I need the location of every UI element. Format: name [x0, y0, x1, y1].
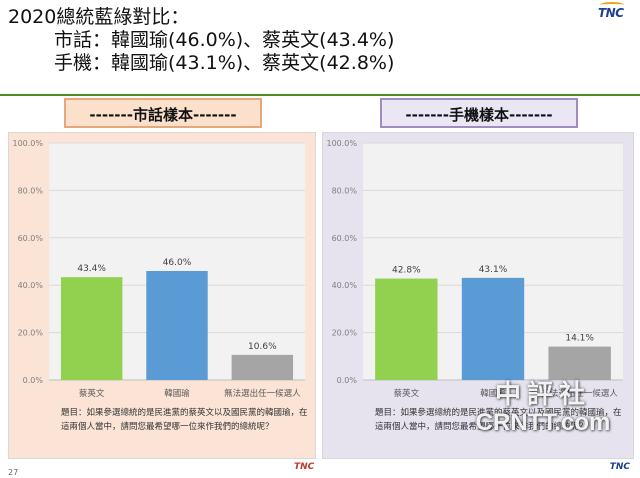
- header-divider: [0, 94, 640, 96]
- x-tick-label: 無法選出任一候選人: [224, 388, 301, 399]
- landline-sample-badge: -------市話樣本-------: [64, 98, 262, 128]
- bar: [461, 277, 525, 380]
- page-number: 27: [8, 468, 19, 477]
- bar: [231, 354, 294, 380]
- y-tick-label: 100.0%: [12, 139, 43, 148]
- bar: [375, 278, 438, 380]
- data-label: 46.0%: [163, 258, 192, 268]
- data-label: 43.1%: [479, 265, 508, 275]
- y-tick-label: 80.0%: [332, 186, 358, 195]
- watermark: 中評社 CRNTT.com: [475, 380, 611, 436]
- logo-swoosh-icon: [600, 2, 624, 8]
- mobile-summary: 手機：韓國瑜(43.1%)、蔡英文(42.8%): [54, 52, 395, 74]
- x-tick-label: 韓國瑜: [164, 388, 190, 399]
- data-label: 42.8%: [392, 266, 421, 276]
- mobile-bar-chart: 0.0% 20.0% 40.0% 60.0% 80.0% 100.0% 42.8% 蔡英文 43…: [326, 139, 623, 399]
- landline-bar-chart: 0.0% 20.0% 40.0% 60.0% 80.0% 100.0% 43.4% 蔡英文 46…: [12, 139, 305, 399]
- question-note-left: 題目：如果參選總統的是民進黨的蔡英文以及國民黨的韓國瑜，在這兩個人當中，請問您最…: [61, 408, 308, 432]
- header: 2020總統藍綠對比： 市話：韓國瑜(46.0%)、蔡英文(43.4%) 手機：…: [8, 6, 394, 75]
- y-tick-label: 60.0%: [332, 234, 358, 243]
- y-tick-label: 0.0%: [337, 376, 358, 385]
- x-tick-label: 韓國瑜: [480, 388, 506, 399]
- bar: [146, 270, 208, 380]
- brand-logo: TNC: [596, 2, 626, 20]
- x-tick-label: 蔡英文: [79, 388, 105, 399]
- question-note-right: 題目：如果參選總統的是民進黨的蔡英文以及國民黨的韓國瑜，在這兩個人當中，請問您最…: [375, 408, 622, 432]
- landline-chart-panel: 0.0% 20.0% 40.0% 60.0% 80.0% 100.0% 43.4% 蔡英文 46…: [8, 132, 316, 459]
- data-label: 14.1%: [565, 334, 594, 344]
- y-tick-label: 0.0%: [23, 376, 44, 385]
- y-tick-label: 40.0%: [332, 281, 358, 290]
- footer-logo-right: TNC: [609, 462, 630, 472]
- bar: [60, 277, 123, 380]
- y-tick-label: 40.0%: [18, 281, 44, 290]
- data-label: 10.6%: [248, 342, 277, 352]
- mobile-chart-panel: 0.0% 20.0% 40.0% 60.0% 80.0% 100.0% 42.8% 蔡英文 43…: [322, 132, 634, 459]
- mobile-sample-badge: -------手機樣本-------: [380, 98, 578, 128]
- y-tick-label: 60.0%: [18, 234, 44, 243]
- bar: [548, 346, 611, 380]
- x-tick-label: 蔡英文: [394, 388, 420, 399]
- page-title: 2020總統藍綠對比：: [8, 6, 190, 28]
- y-tick-label: 80.0%: [18, 186, 44, 195]
- data-label: 43.4%: [77, 264, 106, 274]
- y-tick-label: 100.0%: [326, 139, 357, 148]
- x-tick-label: 無法選出任一候選人: [541, 388, 618, 399]
- y-tick-label: 20.0%: [18, 329, 44, 338]
- landline-summary: 市話：韓國瑜(46.0%)、蔡英文(43.4%): [54, 29, 395, 51]
- footer-logo: TNC: [294, 462, 315, 472]
- y-tick-label: 20.0%: [332, 329, 358, 338]
